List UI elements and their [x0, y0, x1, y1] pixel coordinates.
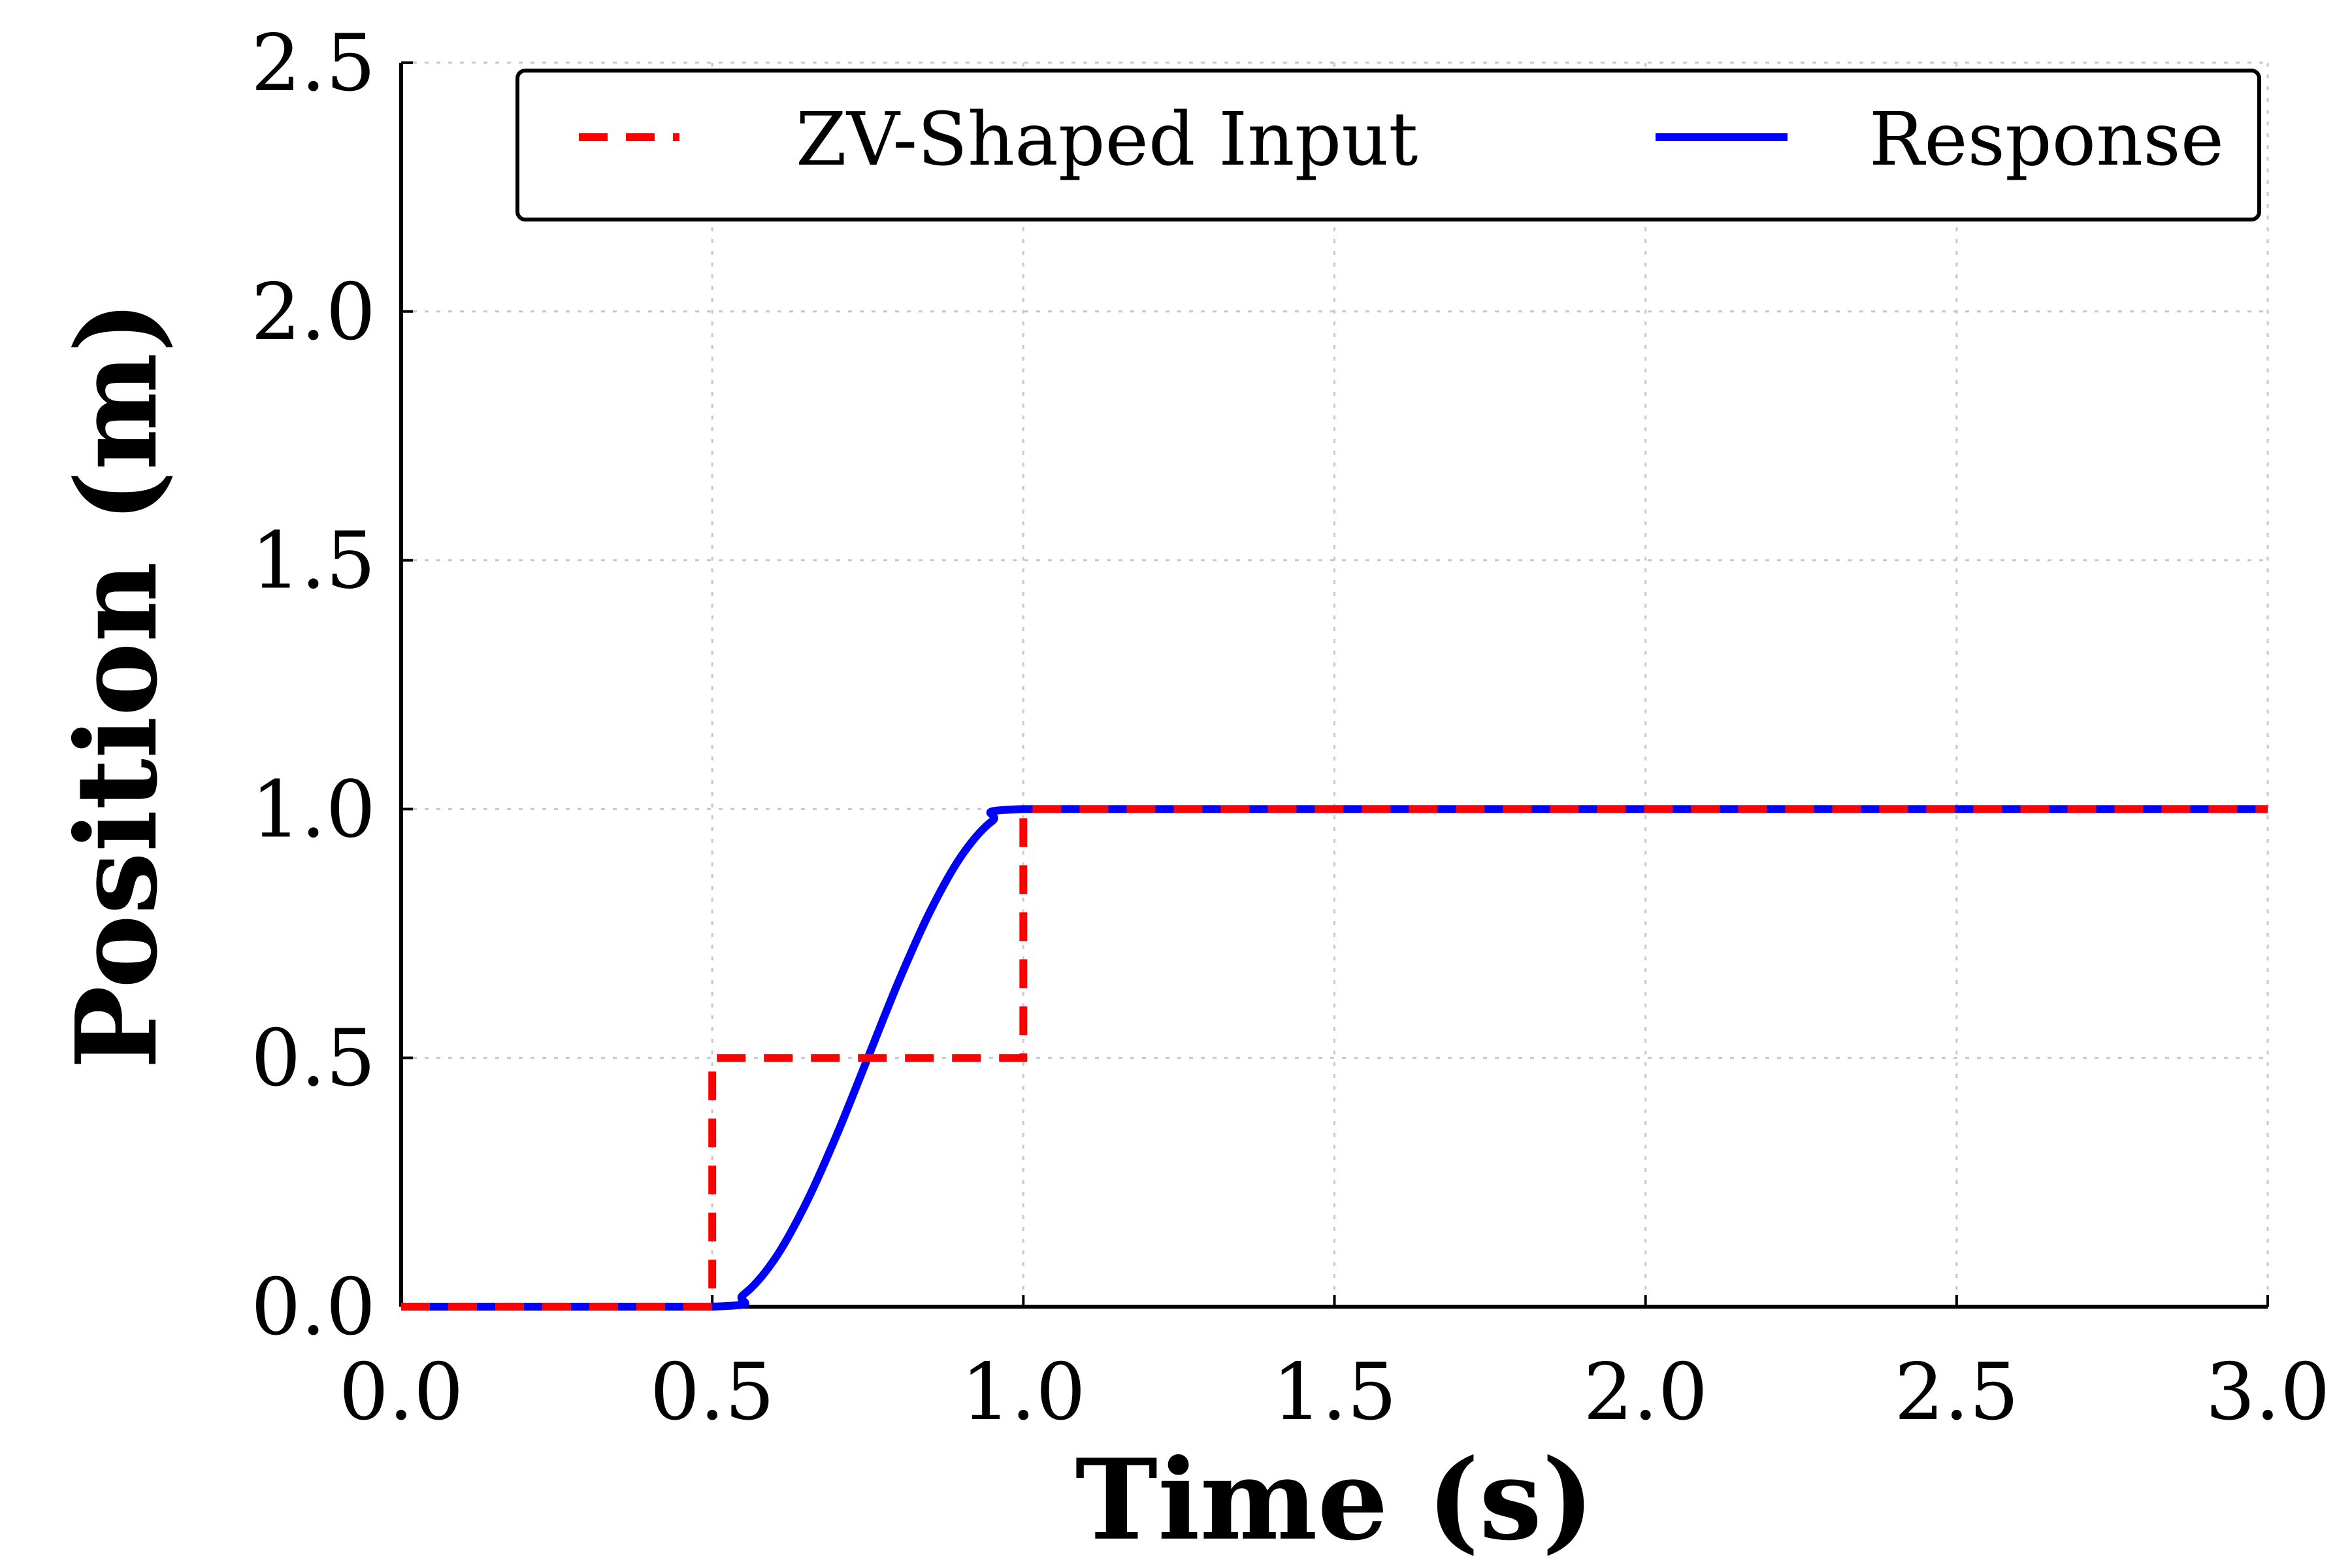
x-tick-label: 2.5: [1894, 1347, 2019, 1438]
series-line-zv-shaped-input: [401, 805, 2268, 1311]
x-tick-label: 1.5: [1272, 1347, 1397, 1438]
x-tick-label: 2.0: [1583, 1347, 1708, 1438]
legend-label-zv-shaped-input: ZV-Shaped Input: [796, 97, 1418, 182]
y-axis-title: Position (m): [52, 301, 182, 1070]
legend: ZV-Shaped Input Response: [515, 69, 2261, 221]
y-tick-label: 0.5: [251, 1013, 376, 1104]
series-line-response: [400, 805, 2268, 1311]
y-tick-label: 1.5: [251, 516, 376, 607]
y-tick-label: 2.5: [251, 18, 376, 109]
legend-label-response: Response: [1869, 97, 2224, 182]
x-tick-label: 3.0: [2206, 1347, 2330, 1438]
x-tick-label: 1.0: [961, 1347, 1086, 1438]
y-tick-label: 2.0: [251, 267, 376, 358]
ticks: 0.0 0.5 1.0 1.5 2.0 2.5 3.0 0.0 0.5 1.0 1.5 2.0 2.5: [251, 18, 2330, 1438]
y-tick-label: 1.0: [251, 764, 376, 855]
y-tick-label: 0.0: [251, 1262, 376, 1353]
x-tick-label: 0.5: [650, 1347, 775, 1438]
x-axis-title: Time (s): [1075, 1435, 1595, 1565]
legend-box: [515, 69, 2261, 221]
series: [400, 805, 2268, 1311]
x-tick-label: 0.0: [339, 1347, 464, 1438]
